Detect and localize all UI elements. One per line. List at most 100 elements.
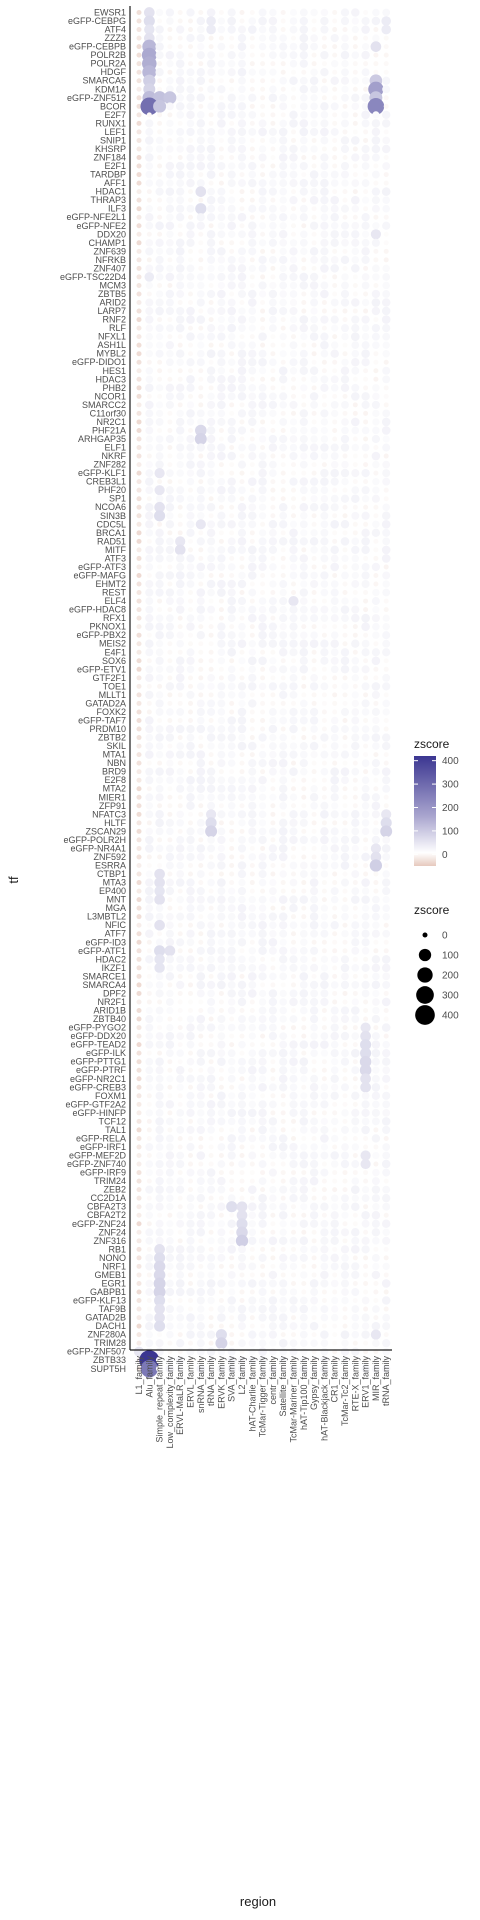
dot-CR1_family-eGFP-ATF3 [330,562,340,572]
dot-Alu_family-RAD51 [146,538,152,544]
dot-CR1_family-MYBL2 [330,349,339,358]
dot-Simple_repeat_family-MTA1 [155,750,164,759]
dot-L2_family-L3MBTL2 [237,912,247,921]
dot-centr_family-eGFP-NR2C1 [270,1076,276,1082]
dot-SVA_family-eGFP-ZNF24 [227,1219,236,1229]
dot-Low_complexity_family-EHMT2 [167,581,173,587]
dot-TcMar-Tc2_family-SMARCC2 [341,400,349,409]
dot-ERVK_family-eGFP-MAFG [218,572,224,578]
dot-ERVK_family-eGFP-ILK [217,1049,226,1058]
dot-snRNA_family-ZZZ3 [196,33,205,43]
dot-Satellite_family-GTF2F1 [280,675,286,681]
dot-CR1_family-ZBTB5 [332,291,338,297]
dot-ERVK_family-AFF1 [218,180,224,186]
dot-Satellite_family-NFATC3 [280,811,286,817]
dot-TcMar-Tigger_family-FOXK2 [260,709,266,715]
y-tick-label: GABPB1 [90,1287,126,1297]
dot-Gypsy_family-SMARCA4 [309,980,319,990]
dot-centr_family-eGFP-HDAC8 [268,605,277,614]
dot-MIR_family-TRIM24 [371,1177,380,1186]
dot-Alu_family-eGFP-NR2C1 [145,1074,154,1083]
y-tick-label: TRIM28 [94,1338,126,1348]
dot-ERV1_family-ZBTB5 [363,291,369,297]
dot-L1_family-RNF2 [136,317,142,323]
dot-tRNA_family-GATAD2B [208,1315,214,1321]
dot-SVA_family-TARDBP [227,170,236,179]
dot-ERVL-MaLR_family-FOXM1 [177,1093,183,1099]
dot-tRNA_family-TCF12 [206,1117,216,1126]
dot-ERVK_family-ELF4 [218,598,224,604]
dot-Low_complexity_family-POLR2A [166,59,174,68]
dot-hAT-Tip100_family-REST [299,588,308,597]
dot-ERVK_family-SMARCA5 [218,78,224,84]
dot-Satellite_family-L3MBTL2 [278,912,288,921]
dot-MIR_family-EHMT2 [373,581,379,587]
dot-Satellite_family-MTA2 [278,784,288,793]
x-tick-label: ERVL_family [186,1356,196,1408]
dot-ERV1_family-TARDBP [363,172,369,178]
dot-L1_family-GATAD2A [136,700,142,706]
dot-SVA_family-CC2D1A [227,1194,236,1203]
dot-TcMar-Mariner_family-SOX6 [291,658,296,664]
dot-TcMar-Mariner_family-eGFP-TSC22D4 [289,272,298,282]
dot-L1_family-EHMT2 [136,581,142,587]
dot-SVA_family-NFIC [227,921,236,929]
dot-ERVL-MaLR_family-MTA1 [176,750,185,759]
dot-centr_family-ILF3 [268,204,277,213]
dot-SVA_family-MNT [227,895,236,904]
dot-ERVL_family-NONO [186,1254,195,1262]
dot-tRNA_family-HDAC3 [206,375,216,384]
dot-L2_family-eGFP-MAFG [238,571,246,580]
dot-SVA_family-ATF4 [227,25,236,34]
dot-L1_family-eGFP-PTRF [136,1067,142,1073]
dot-TcMar-Tigger_family-ZZZ3 [258,34,267,42]
dot-centr_family-ZNF592 [268,852,278,862]
dot-RTE-X_family-eGFP-HDAC8 [351,605,360,614]
y-tick-label: E4F1 [104,647,126,657]
dot-RTE-X_family-NFATC3 [351,810,360,819]
dot-ERV1_family-eGFP-KLF13 [361,1296,370,1305]
dot-RTE-X_family-ZBTB5 [352,291,358,297]
dot-ERV1_family-BRCA1 [361,528,370,538]
dot-Low_complexity_family-RB1 [165,1245,175,1254]
dot-Gypsy_family-TAL1 [310,1126,318,1134]
dot-Simple_repeat_family-CTBP1 [154,868,165,880]
dot-tRNA_family-CDC5L [381,519,391,529]
dot-centr_family-SP1 [270,496,276,502]
dot-MIR_family-NBN [371,759,380,768]
dot-Low_complexity_family-TRIM28 [167,1340,173,1346]
dot-MIR_family-BCOR [367,98,385,115]
dot-Satellite_family-eGFP-ZNF512 [279,93,288,102]
dot-hAT-Charlie_family-EWSR1 [249,10,255,15]
dot-Alu_family-FOXK2 [146,709,152,715]
dot-TcMar-Tc2_family-eGFP-ILK [341,1049,349,1058]
dot-ERVL-MaLR_family-eGFP-ATF1 [177,948,183,954]
dot-Gypsy_family-eGFP-TSC22D4 [309,272,319,282]
dot-Alu_family-eGFP-NFE2L1 [145,213,154,222]
dot-CR1_family-SMARCC2 [330,400,339,409]
dot-RTE-X_family-eGFP-IRF9 [352,1170,358,1176]
dot-MIR_family-TCF12 [371,1117,380,1126]
dot-ERVL_family-THRAP3 [188,197,193,203]
dot-hAT-Tip100_family-NFIC [300,921,308,929]
dot-L2_family-NBN [239,760,245,766]
dot-ERVL_family-TAL1 [186,1125,195,1134]
dot-tRNA_family-eGFP-CREB3 [207,1083,216,1092]
dot-hAT-Blackjack_family-ZSCAN29 [320,827,329,836]
dot-ERVL-MaLR_family-POLR2B [176,51,185,60]
dot-ERV1_family-LEF1 [363,129,369,135]
dot-tRNA_family-ATF3 [381,554,391,563]
dot-hAT-Tip100_family-L3MBTL2 [301,914,307,920]
dot-L1_family-eGFP-DDX20 [136,1033,142,1039]
dot-RTE-X_family-SMARCC2 [352,402,358,408]
dot-centr_family-MCM3 [269,281,277,290]
dot-CR1_family-KDM1A [332,86,338,92]
dot-ERVL-MaLR_family-TAL1 [176,1126,185,1134]
dot-hAT-Blackjack_family-HDAC3 [320,375,329,384]
dot-ERVL_family-MYBL2 [188,351,193,357]
dot-centr_family-EGR1 [268,1279,277,1288]
dot-MIR_family-LARP7 [371,306,381,316]
dot-hAT-Charlie_family-SMARCE1 [247,972,257,981]
dot-Gypsy_family-ZNF280A [311,1332,317,1338]
dot-L2_family-ZNF280A [239,1332,245,1338]
